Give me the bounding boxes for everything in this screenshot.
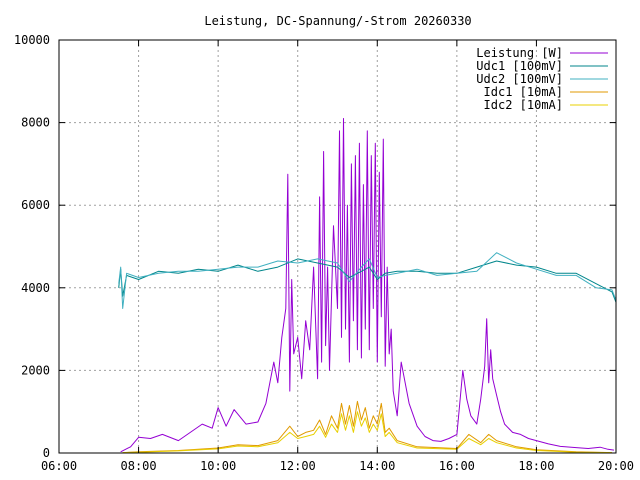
x-tick-label: 10:00 (200, 459, 236, 473)
x-tick-label: 12:00 (280, 459, 316, 473)
y-tick-label: 4000 (21, 281, 50, 295)
chart-title: Leistung, DC-Spannung/-Strom 20260330 (204, 14, 471, 28)
y-tick-label: 2000 (21, 363, 50, 377)
x-tick-label: 14:00 (359, 459, 395, 473)
x-tick-label: 18:00 (518, 459, 554, 473)
series-lines (118, 118, 617, 454)
y-tick-label: 10000 (14, 33, 50, 47)
grid-lines (59, 40, 616, 453)
plot-frame (58, 39, 617, 454)
legend-label-idc1-10ma: Idc1 [10mA] (484, 85, 563, 99)
legend-label-leistung-w: Leistung [W] (476, 46, 563, 60)
y-tick-label: 0 (43, 446, 50, 460)
y-tick-label: 6000 (21, 198, 50, 212)
y-tick-label: 8000 (21, 116, 50, 130)
legend-label-idc2-10ma: Idc2 [10mA] (484, 98, 563, 112)
x-tick-label: 20:00 (598, 459, 634, 473)
legend-label-udc1-100mv: Udc1 [100mV] (476, 59, 563, 73)
series-line-idc2-10ma (122, 411, 613, 454)
x-tick-label: 16:00 (439, 459, 475, 473)
x-tick-label: 08:00 (121, 459, 157, 473)
axis-ticks: 0 2000 4000 6000 8000 10000 06:00 08:00 10:00 12:… (14, 33, 634, 473)
series-line-idc1-10ma (122, 400, 613, 454)
x-tick-label: 06:00 (41, 459, 77, 473)
series-line-udc2-100mv (118, 252, 617, 309)
legend: Leistung [W]Udc1 [100mV]Udc2 [100mV]Idc1… (476, 46, 608, 112)
series-line-udc1-100mv (118, 258, 617, 303)
legend-label-udc2-100mv: Udc2 [100mV] (476, 72, 563, 86)
